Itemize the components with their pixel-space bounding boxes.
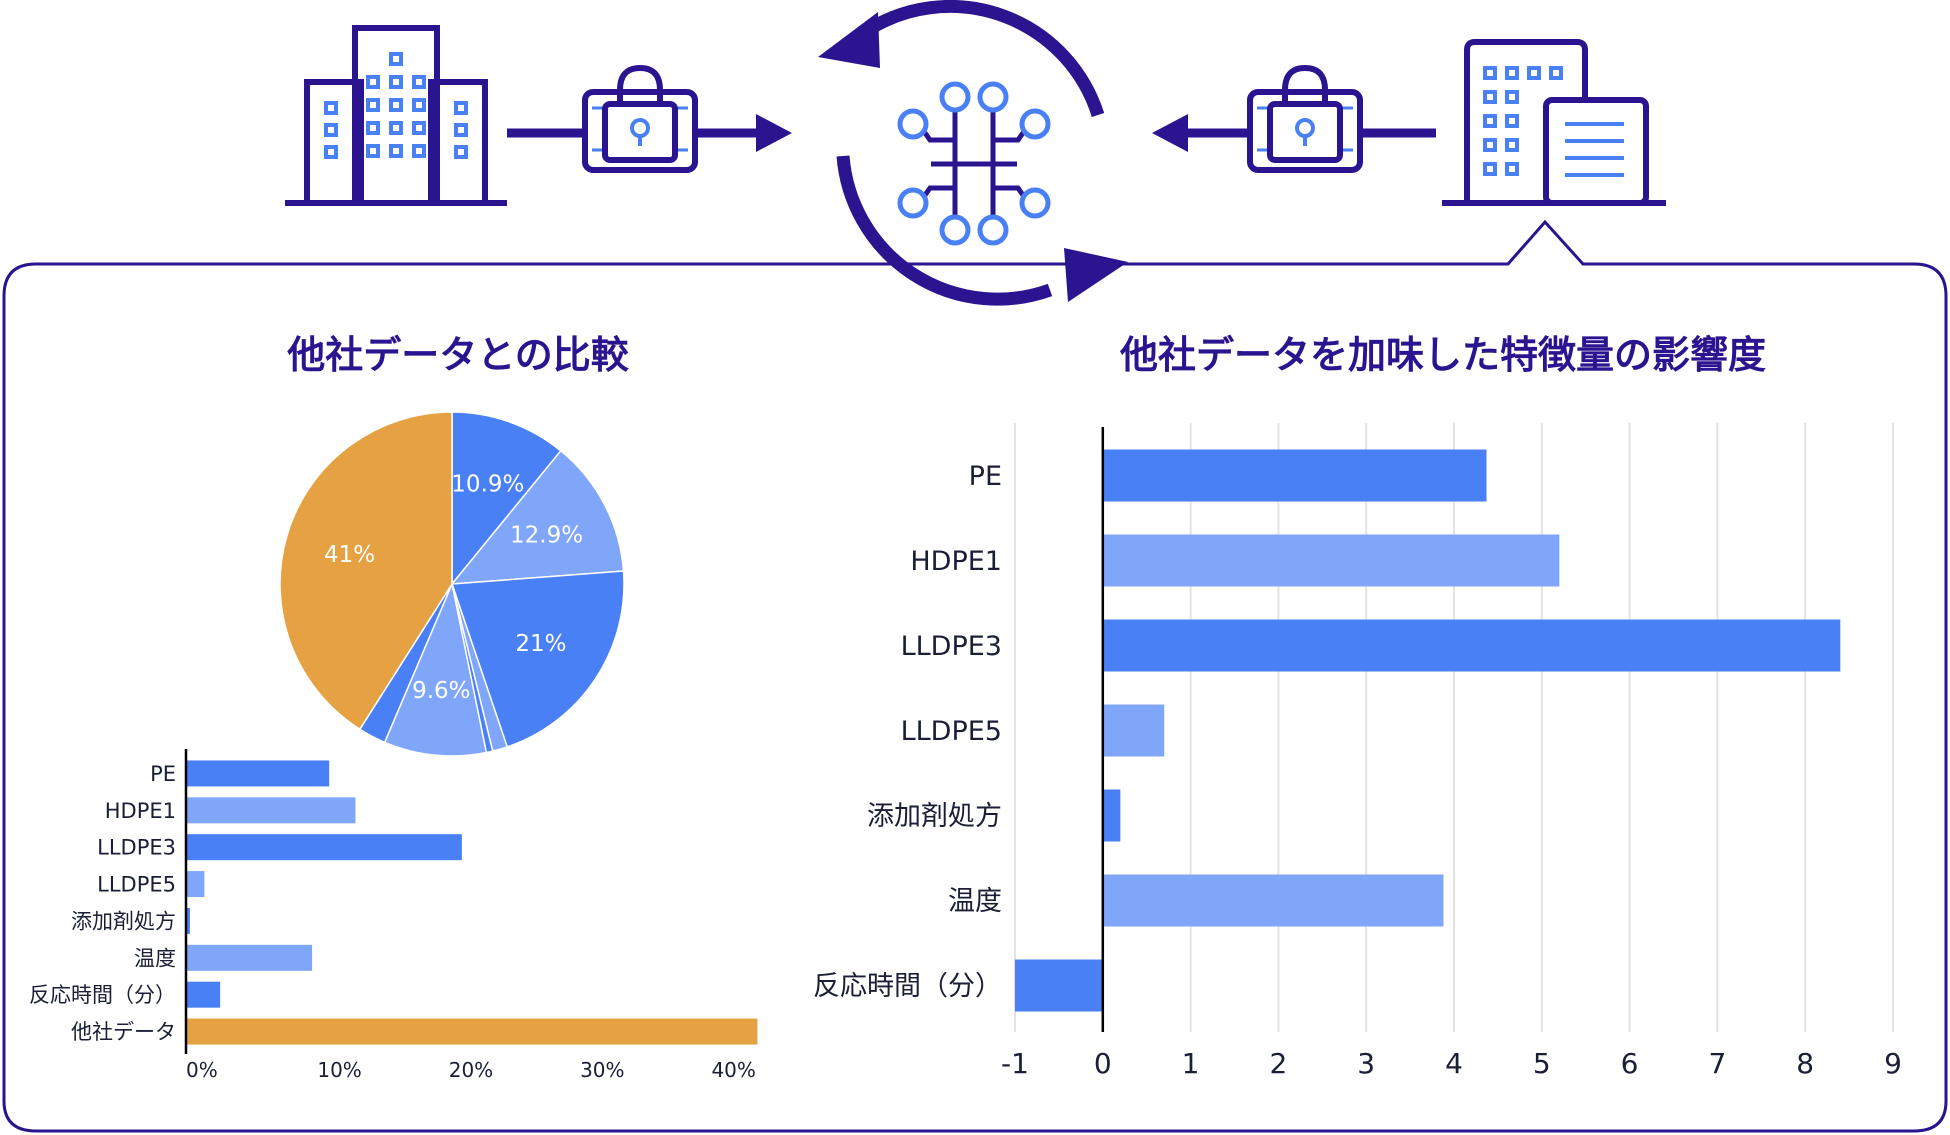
share-tick-label: 30% — [580, 1058, 624, 1082]
pie-slice — [450, 449, 625, 585]
impact-category-label: 反応時間（分） — [813, 971, 1002, 1002]
share-category-label: 温度 — [134, 946, 176, 970]
impact-category-label: 添加剤処方 — [867, 801, 1002, 832]
ai-circuit-icon — [897, 81, 1051, 246]
left-office-building-icon — [285, 25, 507, 206]
impact-bar — [1102, 534, 1560, 587]
impact-tick-label: 1 — [1182, 1047, 1200, 1080]
impact-bar — [1102, 789, 1121, 842]
impact-bar — [1102, 619, 1841, 672]
left-encrypted-data-lock-icon — [507, 64, 792, 173]
pie-slice-label: 10.9% — [451, 472, 524, 498]
left-chart-title: 他社データとの比較 — [286, 333, 630, 377]
impact-bar — [1102, 704, 1165, 757]
impact-category-label: HDPE1 — [910, 546, 1002, 577]
impact-category-label: 温度 — [948, 886, 1002, 917]
cycle-arrowhead-top — [818, 12, 880, 68]
impact-tick-label: 2 — [1269, 1047, 1287, 1080]
share-category-label: 他社データ — [71, 1020, 176, 1044]
impact-bar — [1102, 449, 1487, 502]
impact-tick-label: 6 — [1621, 1047, 1639, 1080]
impact-tick-label: 0 — [1094, 1047, 1112, 1080]
pie-slice — [383, 581, 488, 757]
share-bar — [186, 1018, 758, 1045]
share-bar — [186, 871, 205, 898]
right-office-building-icon — [1442, 39, 1666, 206]
pie-slice-label: 21% — [515, 631, 566, 657]
impact-tick-label: 8 — [1796, 1047, 1814, 1080]
impact-tick-label: 7 — [1708, 1047, 1726, 1080]
impact-tick-label: 9 — [1884, 1047, 1902, 1080]
impact-tick-label: -1 — [1001, 1047, 1029, 1080]
pie-slice — [450, 570, 625, 748]
pie-slice-label: 12.9% — [510, 523, 583, 549]
impact-category-label: PE — [969, 461, 1002, 492]
impact-tick-label: 5 — [1533, 1047, 1551, 1080]
share-category-label: 反応時間（分） — [29, 983, 176, 1007]
right-chart-title: 他社データを加味した特徴量の影響度 — [1119, 333, 1766, 377]
impact-tick-label: 4 — [1445, 1047, 1463, 1080]
impact-tick-label: 3 — [1357, 1047, 1375, 1080]
share-bar — [186, 760, 330, 787]
share-bar — [186, 907, 190, 934]
pie-slice-label: 9.6% — [412, 678, 470, 704]
impact-bar — [1102, 874, 1444, 927]
share-category-label: PE — [150, 762, 176, 786]
share-bar — [186, 981, 221, 1008]
share-tick-label: 20% — [449, 1058, 493, 1082]
share-pie-chart: 10.9% 12.9% 21% 9.6% 41% — [279, 411, 625, 757]
sync-cycle-arrows-icon — [836, 0, 1105, 306]
share-bar — [186, 944, 313, 971]
impact-bar — [1015, 959, 1103, 1012]
pie-slice — [451, 411, 562, 587]
share-category-label: HDPE1 — [105, 799, 176, 823]
share-category-label: LLDPE3 — [97, 836, 176, 860]
pie-slice — [279, 411, 453, 731]
share-bar — [186, 797, 356, 824]
pie-slice-label: 41% — [324, 542, 375, 568]
share-tick-label: 40% — [711, 1058, 755, 1082]
share-category-label: 添加剤処方 — [71, 909, 176, 933]
impact-category-label: LLDPE5 — [901, 716, 1002, 747]
share-category-label: LLDPE5 — [97, 873, 176, 897]
impact-category-label: LLDPE3 — [901, 631, 1002, 662]
share-tick-label: 10% — [317, 1058, 361, 1082]
share-tick-label: 0% — [186, 1058, 218, 1082]
cycle-arrowhead-bottom — [1064, 248, 1128, 302]
right-encrypted-data-lock-icon — [1152, 64, 1436, 173]
share-bar — [186, 834, 462, 861]
